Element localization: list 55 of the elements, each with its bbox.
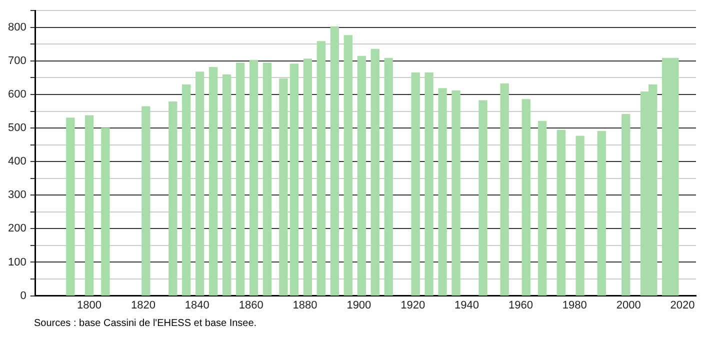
x-tick-label: 1980: [562, 299, 587, 312]
bar: [622, 114, 630, 296]
source-note: Sources : base Cassini de l'EHESS et base Insee.: [34, 318, 257, 329]
y-tick-label: 100: [8, 256, 26, 268]
bar: [290, 64, 299, 296]
x-tick-label: 1820: [130, 299, 156, 312]
bar: [438, 88, 447, 296]
bar: [303, 58, 312, 296]
x-tick-label: 1860: [238, 299, 264, 312]
y-tick-label: 0: [20, 290, 26, 302]
bar: [249, 60, 258, 296]
y-tick-label: 400: [8, 156, 26, 168]
y-tick-label: 300: [8, 189, 26, 202]
bar: [424, 72, 434, 296]
x-tick-label: 1960: [508, 299, 533, 312]
bar: [279, 78, 288, 296]
x-tick-label: 2020: [670, 299, 695, 312]
x-tick-label: 1940: [454, 299, 480, 312]
bar: [522, 99, 530, 296]
bar: [597, 131, 606, 296]
y-tick-label: 500: [8, 122, 26, 134]
bar: [142, 106, 150, 296]
y-tick-label: 200: [8, 222, 26, 235]
bar: [222, 74, 232, 296]
bar: [101, 128, 110, 296]
x-tick-label: 1880: [292, 299, 318, 312]
bar: [236, 62, 245, 296]
y-tick-label: 700: [8, 54, 26, 67]
bar: [452, 90, 460, 296]
bar: [538, 120, 547, 296]
bar: [262, 62, 272, 296]
bar: [478, 100, 488, 296]
bar: [330, 26, 339, 296]
bar: [66, 118, 75, 296]
bar: [556, 130, 566, 296]
bar: [576, 136, 584, 296]
x-tick-label: 1920: [400, 299, 426, 312]
bar: [196, 72, 204, 296]
x-tick-label: 1900: [346, 299, 372, 312]
bar: [208, 66, 218, 296]
bar: [411, 72, 420, 296]
bar: [168, 102, 178, 296]
bar: [316, 41, 326, 296]
bar: [182, 84, 191, 296]
x-tick-label: 1800: [77, 299, 102, 312]
bar: [84, 115, 94, 296]
bar: [500, 83, 509, 296]
x-tick-label: 2000: [616, 299, 641, 312]
bar: [370, 48, 380, 296]
y-tick-label: 800: [8, 21, 26, 34]
bar: [344, 35, 352, 296]
y-tick-label: 600: [8, 88, 26, 101]
x-tick-label: 1840: [184, 299, 210, 312]
bar: [384, 58, 393, 296]
bar: [357, 56, 366, 296]
